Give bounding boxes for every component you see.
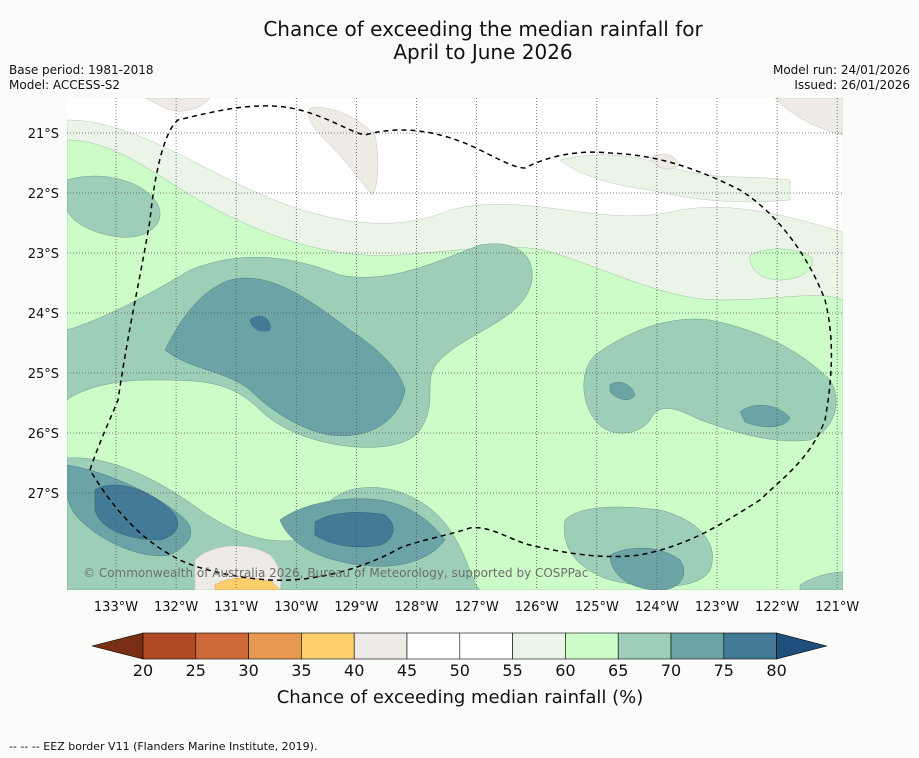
lon-label: 131°W: [214, 600, 258, 615]
latitude-labels: 21°S 22°S 23°S 24°S 25°S 26°S 27°S: [28, 127, 59, 502]
colorbar-tick-label: 65: [608, 661, 628, 680]
colorbar-segment: [301, 632, 355, 660]
field-60-65: [67, 139, 843, 590]
lat-label: 22°S: [28, 187, 59, 202]
colorbar-tick-label: 45: [397, 661, 417, 680]
lon-label: 125°W: [575, 600, 619, 615]
base-period: Base period: 1981-2018: [9, 63, 154, 77]
colorbar-segment: [406, 632, 461, 660]
colorbar-segment: [565, 632, 619, 660]
lat-label: 27°S: [28, 487, 59, 502]
colorbar-tick-label: 75: [714, 661, 734, 680]
colorbar-tick-label: 50: [450, 661, 470, 680]
colorbar-segment: [723, 632, 777, 660]
graticule: [67, 98, 843, 590]
colorbar-extend-high: [776, 632, 828, 660]
model-run: Model run: 24/01/2026: [772, 63, 910, 77]
longitude-labels: 133°W 132°W 131°W 130°W 129°W 128°W 127°W 126°W…: [94, 600, 860, 615]
field-75-80: [94, 316, 394, 548]
colorbar-segment: [142, 632, 197, 660]
lon-label: 129°W: [334, 600, 378, 615]
colorbar-tick-label: 80: [766, 661, 786, 680]
colorbar-segment: [248, 632, 302, 660]
copyright-note: © Commonwealth of Australia 2026, Bureau…: [83, 566, 588, 580]
colorbar-extend-low: [91, 632, 144, 660]
colorbar-tick-label: 25: [186, 661, 206, 680]
lat-label: 26°S: [28, 427, 59, 442]
colorbar-tick-label: 60: [555, 661, 575, 680]
colorbar-tick-label: 55: [502, 661, 522, 680]
colorbar-tick-label: 30: [238, 661, 258, 680]
colorbar-segment: [512, 632, 566, 660]
lat-label: 21°S: [28, 127, 59, 142]
lon-label: 133°W: [94, 600, 138, 615]
eez-border-line: [89, 105, 833, 581]
issued-date: Issued: 26/01/2026: [794, 78, 910, 92]
colorbar-label: Chance of exceeding median rainfall (%): [277, 687, 644, 708]
title-line-2: April to June 2026: [393, 40, 573, 64]
colorbar-tick-label: 20: [133, 661, 153, 680]
lat-label: 24°S: [28, 307, 59, 322]
colorbar-segment: [670, 632, 725, 660]
title-line-1: Chance of exceeding the median rainfall …: [263, 17, 703, 41]
lon-label: 128°W: [394, 600, 438, 615]
lat-label: 23°S: [28, 247, 59, 262]
lon-label: 121°W: [815, 600, 859, 615]
colorbar: [91, 632, 828, 660]
lon-label: 130°W: [274, 600, 318, 615]
lon-label: 124°W: [635, 600, 679, 615]
colorbar-segment: [617, 632, 672, 660]
meta-right: Model run: 24/01/2026 Issued: 26/01/2026: [773, 63, 910, 93]
colorbar-segment: [195, 632, 249, 660]
meta-left: Base period: 1981-2018 Model: ACCESS-S2: [9, 63, 154, 93]
colorbar-ticks: 20 25 30 35 40 45 50 55 60 65 70 75 80: [133, 661, 787, 680]
model-name: Model: ACCESS-S2: [9, 78, 121, 92]
colorbar-tick-label: 35: [291, 661, 311, 680]
lon-label: 123°W: [695, 600, 739, 615]
lat-label: 25°S: [28, 367, 59, 382]
rainfall-field: [67, 98, 843, 590]
lon-label: 132°W: [154, 600, 198, 615]
lon-label: 127°W: [455, 600, 499, 615]
colorbar-tick-label: 70: [661, 661, 681, 680]
colorbar-segment: [459, 632, 513, 660]
eez-legend: -- -- -- EEZ border V11 (Flanders Marine…: [9, 740, 318, 753]
lon-label: 122°W: [755, 600, 799, 615]
colorbar-tick-label: 40: [344, 661, 364, 680]
colorbar-segment: [353, 632, 408, 660]
lon-label: 126°W: [515, 600, 559, 615]
map-title: Chance of exceeding the median rainfall …: [0, 18, 919, 64]
